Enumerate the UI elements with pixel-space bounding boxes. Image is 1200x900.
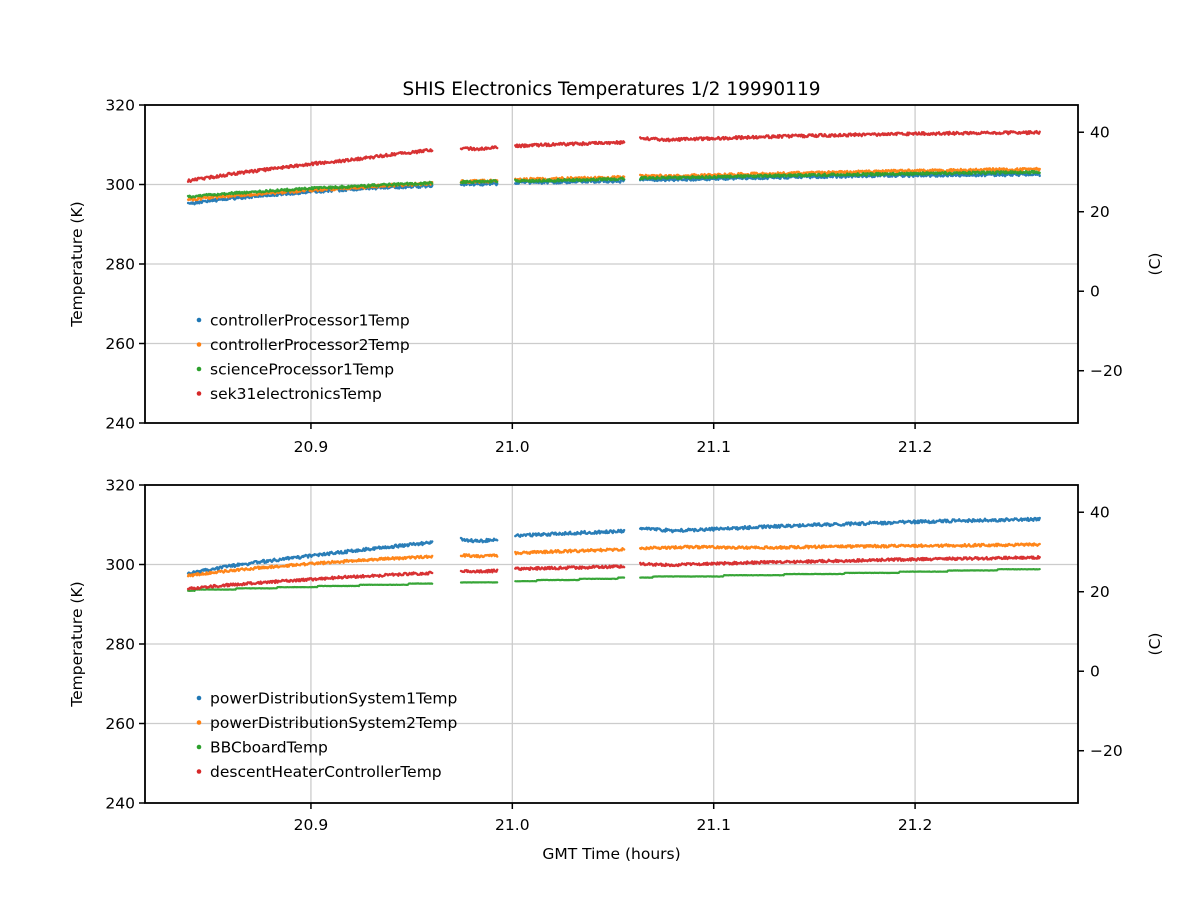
y-tick-label: 240 (105, 415, 135, 433)
legend-marker-sek31electronicsTemp (196, 391, 202, 396)
legend-marker-BBCboardTemp (196, 744, 202, 750)
y-tick-label: 280 (105, 256, 135, 274)
top-axes: 20.9 21.0 21.1 21.2 320 300 280 260 240 40 20 0 −20 (105, 97, 1122, 457)
right-tick-label: 0 (1090, 663, 1100, 681)
bottom-legend: powerDistributionSystem1Temp powerDistri… (196, 690, 457, 781)
x-tick-label: 21.0 (495, 816, 530, 834)
top-subplot: 20.9 21.0 21.1 21.232030028026024040200−20 … (68, 97, 1164, 457)
bottom-axes: 20.9 21.0 21.1 21.2 320 300 280 260 240 40 20 0 −20 (105, 477, 1122, 835)
x-tick-label: 21.1 (696, 438, 731, 456)
top-legend: controllerProcessor1Temp controllerProce… (196, 312, 410, 403)
legend-marker-scienceProcessor1Temp (196, 366, 202, 372)
legend-item-powerDistributionSystem2Temp: powerDistributionSystem2Temp (210, 714, 457, 732)
y-tick-label: 280 (105, 636, 135, 654)
y-tick-label: 320 (105, 97, 135, 115)
bottom-series (186, 516, 1041, 592)
right-tick-label: 40 (1090, 504, 1110, 522)
legend-marker-controllerProcessor1Temp (196, 317, 202, 323)
y-tick-label: 300 (105, 176, 135, 194)
top-gridlines (145, 105, 1078, 423)
x-tick-label: 21.0 (495, 438, 530, 456)
right-tick-label: −20 (1090, 362, 1123, 380)
legend-item-controllerProcessor1Temp: controllerProcessor1Temp (210, 312, 410, 330)
bottom-subplot: 20.9 21.0 21.1 21.232030028026024040200−20 … (68, 477, 1164, 864)
legend-item-BBCboardTemp: BBCboardTemp (210, 739, 328, 757)
top-series (186, 129, 1041, 206)
right-tick-label: 0 (1090, 283, 1100, 301)
x-tick-label: 21.1 (696, 816, 731, 834)
legend-item-controllerProcessor2Temp: controllerProcessor2Temp (210, 336, 410, 354)
legend-marker-powerDistributionSystem2Temp (196, 720, 202, 725)
legend-item-scienceProcessor1Temp: scienceProcessor1Temp (210, 361, 394, 379)
right-tick-label: 20 (1090, 203, 1110, 221)
x-tick-label: 20.9 (294, 438, 329, 456)
bottom-right-ylabel: (C) (1146, 633, 1164, 656)
right-tick-label: 20 (1090, 583, 1110, 601)
y-tick-label: 260 (105, 335, 135, 353)
series-powerDistributionSystem1Temp (186, 516, 1041, 576)
legend-marker-controllerProcessor2Temp (196, 342, 202, 347)
x-tick-label: 20.9 (294, 816, 329, 834)
series-scienceProcessor1Temp (186, 169, 1041, 199)
right-tick-label: 40 (1090, 124, 1110, 142)
bottom-ylabel: Temperature (K) (68, 581, 86, 707)
top-right-ylabel: (C) (1146, 253, 1164, 276)
figure-title: SHIS Electronics Temperatures 1/2 199901… (403, 79, 821, 100)
y-tick-label: 240 (105, 795, 135, 813)
series-BBCboardTemp (187, 568, 1041, 592)
legend-marker-descentHeaterControllerTemp (196, 769, 202, 774)
series-powerDistributionSystem2Temp (186, 542, 1041, 578)
x-axis-label: GMT Time (hours) (542, 845, 680, 863)
legend-item-powerDistributionSystem1Temp: powerDistributionSystem1Temp (210, 690, 457, 708)
x-tick-label: 21.2 (898, 438, 933, 456)
y-tick-label: 300 (105, 556, 135, 574)
right-tick-label: −20 (1090, 742, 1123, 760)
y-tick-label: 260 (105, 715, 135, 733)
legend-marker-powerDistributionSystem1Temp (196, 695, 202, 701)
legend-item-sek31electronicsTemp: sek31electronicsTemp (210, 385, 382, 403)
series-sek31electronicsTemp (186, 129, 1041, 183)
y-tick-label: 320 (105, 477, 135, 495)
top-ylabel: Temperature (K) (68, 201, 86, 327)
series-descentHeaterControllerTemp (186, 555, 1041, 591)
x-tick-label: 21.2 (898, 816, 933, 834)
legend-item-descentHeaterControllerTemp: descentHeaterControllerTemp (210, 763, 442, 781)
